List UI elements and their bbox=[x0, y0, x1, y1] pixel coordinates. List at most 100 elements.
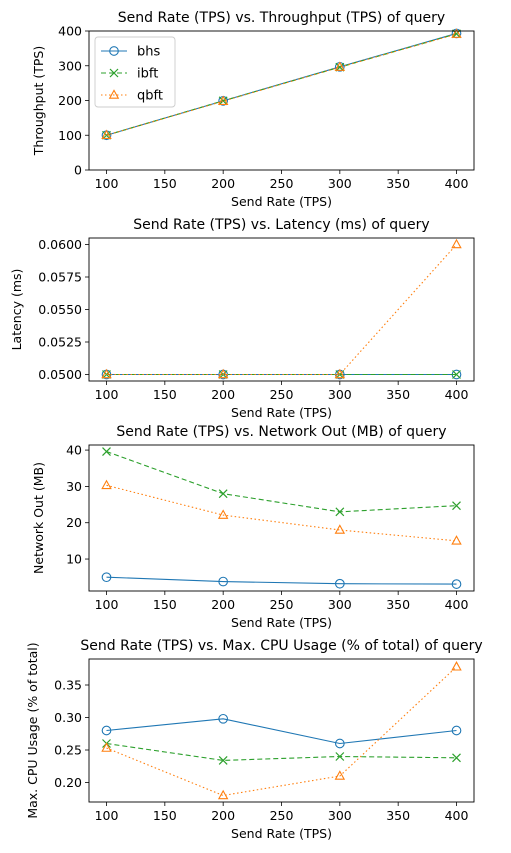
data-point-qbft bbox=[451, 28, 462, 38]
chart-panel-1: Send Rate (TPS) vs. Throughput (TPS) of … bbox=[31, 10, 475, 209]
legend: bhs ibft qbft bbox=[94, 36, 176, 108]
series-qbft bbox=[101, 28, 462, 139]
series-line-qbft bbox=[106, 666, 457, 797]
y-tick-label: 0.0600 bbox=[38, 237, 82, 252]
data-point-qbft bbox=[101, 368, 112, 379]
legend-item-bhs: bhs bbox=[101, 45, 160, 60]
series-line-ibft bbox=[106, 451, 457, 513]
data-point-bhs bbox=[334, 578, 345, 589]
x-tick-label: 150 bbox=[153, 176, 177, 191]
data-point-qbft bbox=[101, 742, 112, 752]
data-point-bhs bbox=[101, 725, 112, 736]
data-point-qbft bbox=[334, 61, 346, 71]
data-point-ibft bbox=[335, 507, 345, 517]
x-tick-label: 350 bbox=[386, 387, 410, 402]
data-point-bhs bbox=[218, 576, 229, 587]
x-axis-label: Send Rate (TPS) bbox=[231, 826, 332, 841]
x-tick-label: 150 bbox=[153, 808, 177, 823]
x-tick-label: 100 bbox=[95, 387, 119, 402]
data-point-ibft bbox=[102, 447, 111, 456]
chart-title: Send Rate (TPS) vs. Throughput (TPS) of … bbox=[118, 10, 445, 26]
series-ibft bbox=[102, 447, 461, 517]
data-point-qbft bbox=[101, 129, 112, 139]
y-tick-label: 10 bbox=[66, 552, 82, 567]
x-tick-label: 350 bbox=[386, 597, 410, 612]
y-tick-label: 300 bbox=[58, 58, 82, 73]
data-point-ibft bbox=[218, 755, 228, 765]
plot-frame bbox=[88, 237, 475, 382]
x-tick-label: 300 bbox=[328, 597, 352, 612]
x-tick-label: 200 bbox=[211, 387, 235, 402]
data-point-qbft bbox=[217, 789, 229, 800]
x-axis-label: Send Rate (TPS) bbox=[231, 194, 332, 209]
legend-label: qbft bbox=[137, 89, 163, 104]
series-line-ibft bbox=[106, 742, 457, 761]
x-tick-label: 400 bbox=[445, 387, 469, 402]
x-tick-label: 400 bbox=[445, 176, 469, 191]
series-qbft bbox=[101, 661, 462, 800]
y-tick-label: 0.0550 bbox=[38, 302, 82, 317]
series-qbft bbox=[101, 238, 462, 379]
series-bhs bbox=[101, 713, 462, 749]
x-tick-label: 400 bbox=[445, 808, 469, 823]
legend-item-qbft: qbft bbox=[101, 89, 163, 104]
chart-title: Send Rate (TPS) vs. Max. CPU Usage (% of… bbox=[80, 638, 482, 654]
x-tick-label: 350 bbox=[386, 808, 410, 823]
x-tick-label: 200 bbox=[211, 808, 235, 823]
data-point-bhs bbox=[101, 572, 112, 583]
x-tick-label: 250 bbox=[270, 176, 294, 191]
legend-item-ibft: ibft bbox=[101, 67, 158, 82]
x-tick-label: 100 bbox=[95, 176, 119, 191]
data-point-qbft bbox=[217, 509, 229, 519]
y-axis-label: Throughput (TPS) bbox=[31, 46, 46, 156]
plot-frame bbox=[88, 30, 475, 171]
chart-panel-4: Send Rate (TPS) vs. Max. CPU Usage (% of… bbox=[25, 638, 483, 841]
x-axis-label: Send Rate (TPS) bbox=[231, 405, 332, 420]
x-tick-label: 300 bbox=[328, 387, 352, 402]
x-tick-label: 250 bbox=[270, 597, 294, 612]
data-point-qbft bbox=[334, 770, 346, 780]
series-line-bhs bbox=[106, 718, 457, 745]
y-tick-label: 200 bbox=[58, 93, 82, 108]
y-axis-label: Max. CPU Usage (% of total) bbox=[25, 642, 40, 818]
data-point-qbft bbox=[334, 368, 346, 379]
series-line-qbft bbox=[106, 244, 457, 376]
x-tick-label: 250 bbox=[270, 387, 294, 402]
x-tick-label: 150 bbox=[153, 597, 177, 612]
y-axis-label: Network Out (MB) bbox=[31, 462, 46, 574]
data-point-qbft bbox=[334, 524, 346, 534]
series-ibft bbox=[102, 739, 461, 765]
data-point-qbft bbox=[217, 95, 229, 105]
x-tick-label: 150 bbox=[153, 387, 177, 402]
y-tick-label: 30 bbox=[66, 479, 82, 494]
plot-frame bbox=[88, 658, 475, 803]
x-tick-label: 100 bbox=[95, 597, 119, 612]
chart-title: Send Rate (TPS) vs. Network Out (MB) of … bbox=[116, 424, 446, 440]
x-tick-label: 350 bbox=[386, 176, 410, 191]
y-tick-label: 0 bbox=[74, 163, 82, 178]
y-tick-label: 0.0500 bbox=[38, 367, 82, 382]
legend-label: bhs bbox=[137, 45, 160, 60]
data-point-qbft bbox=[101, 479, 112, 490]
data-point-ibft bbox=[218, 96, 228, 106]
series-bhs bbox=[101, 572, 462, 589]
data-point-bhs bbox=[218, 713, 229, 724]
y-tick-label: 0.35 bbox=[54, 678, 82, 693]
data-point-bhs bbox=[334, 738, 345, 749]
y-tick-label: 100 bbox=[58, 128, 82, 143]
x-tick-label: 200 bbox=[211, 176, 235, 191]
legend-marker bbox=[108, 89, 120, 99]
data-point-ibft bbox=[218, 489, 228, 499]
data-point-ibft bbox=[335, 752, 345, 761]
x-tick-label: 300 bbox=[328, 176, 352, 191]
x-tick-label: 200 bbox=[211, 597, 235, 612]
plot-frame bbox=[88, 444, 475, 592]
y-tick-label: 0.0575 bbox=[38, 270, 82, 285]
data-point-ibft bbox=[452, 753, 461, 763]
data-point-qbft bbox=[451, 238, 462, 249]
y-tick-label: 0.25 bbox=[54, 743, 82, 758]
x-axis-label: Send Rate (TPS) bbox=[231, 615, 332, 630]
data-point-ibft bbox=[452, 501, 461, 511]
legend-label: ibft bbox=[137, 67, 158, 82]
